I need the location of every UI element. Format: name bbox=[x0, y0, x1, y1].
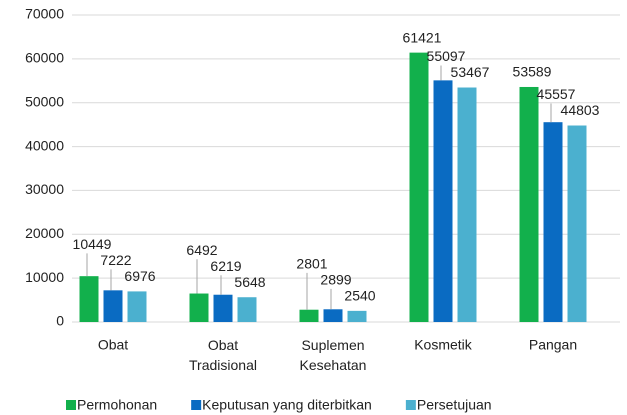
bar bbox=[519, 86, 539, 322]
data-label: 45557 bbox=[537, 86, 576, 102]
bar bbox=[79, 276, 99, 322]
y-tick-label: 40000 bbox=[25, 137, 64, 153]
y-tick-label: 30000 bbox=[25, 181, 64, 197]
y-tick-label: 60000 bbox=[25, 50, 64, 66]
legend-swatch bbox=[191, 400, 202, 410]
legend-label: Keputusan yang diterbitkan bbox=[202, 397, 372, 413]
bar bbox=[347, 310, 367, 322]
x-tick-label: Kosmetik bbox=[414, 337, 473, 353]
bar bbox=[299, 309, 319, 322]
legend-swatch bbox=[66, 400, 76, 410]
data-label: 5648 bbox=[234, 274, 265, 290]
bar bbox=[457, 87, 477, 322]
legend-swatch bbox=[405, 400, 416, 410]
bar bbox=[189, 293, 209, 322]
legend-label: Permohonan bbox=[77, 397, 157, 413]
y-tick-label: 50000 bbox=[25, 93, 64, 109]
x-tick-label: Pangan bbox=[529, 337, 577, 353]
bar bbox=[567, 125, 587, 323]
data-label: 6492 bbox=[186, 242, 217, 258]
bar bbox=[127, 291, 147, 322]
data-label: 7222 bbox=[100, 252, 131, 268]
data-label: 2540 bbox=[344, 288, 375, 304]
x-tick-label: Suplemen Kesehatan bbox=[300, 337, 367, 373]
data-label: 10449 bbox=[73, 236, 112, 252]
data-label: 6219 bbox=[210, 258, 241, 274]
bar bbox=[237, 297, 257, 322]
data-label: 53467 bbox=[451, 64, 490, 80]
bar bbox=[103, 290, 123, 322]
y-tick-label: 10000 bbox=[25, 269, 64, 285]
bar bbox=[433, 80, 453, 323]
bar bbox=[543, 122, 563, 322]
data-label: 6976 bbox=[124, 268, 155, 284]
bar bbox=[409, 52, 429, 323]
legend-label: Persetujuan bbox=[417, 397, 492, 413]
bar bbox=[213, 294, 233, 322]
data-label: 2899 bbox=[320, 272, 351, 288]
data-label: 55097 bbox=[427, 48, 466, 64]
data-label: 53589 bbox=[513, 64, 552, 80]
bar bbox=[323, 309, 343, 322]
data-label: 44803 bbox=[561, 102, 600, 118]
y-tick-label: 70000 bbox=[25, 6, 64, 22]
data-label: 61421 bbox=[403, 29, 442, 45]
data-label: 2801 bbox=[296, 256, 327, 272]
y-tick-label: 0 bbox=[56, 313, 64, 329]
y-tick-label: 20000 bbox=[25, 225, 64, 241]
x-tick-label: Obat Tradisional bbox=[189, 337, 257, 373]
x-tick-label: Obat bbox=[98, 337, 128, 353]
